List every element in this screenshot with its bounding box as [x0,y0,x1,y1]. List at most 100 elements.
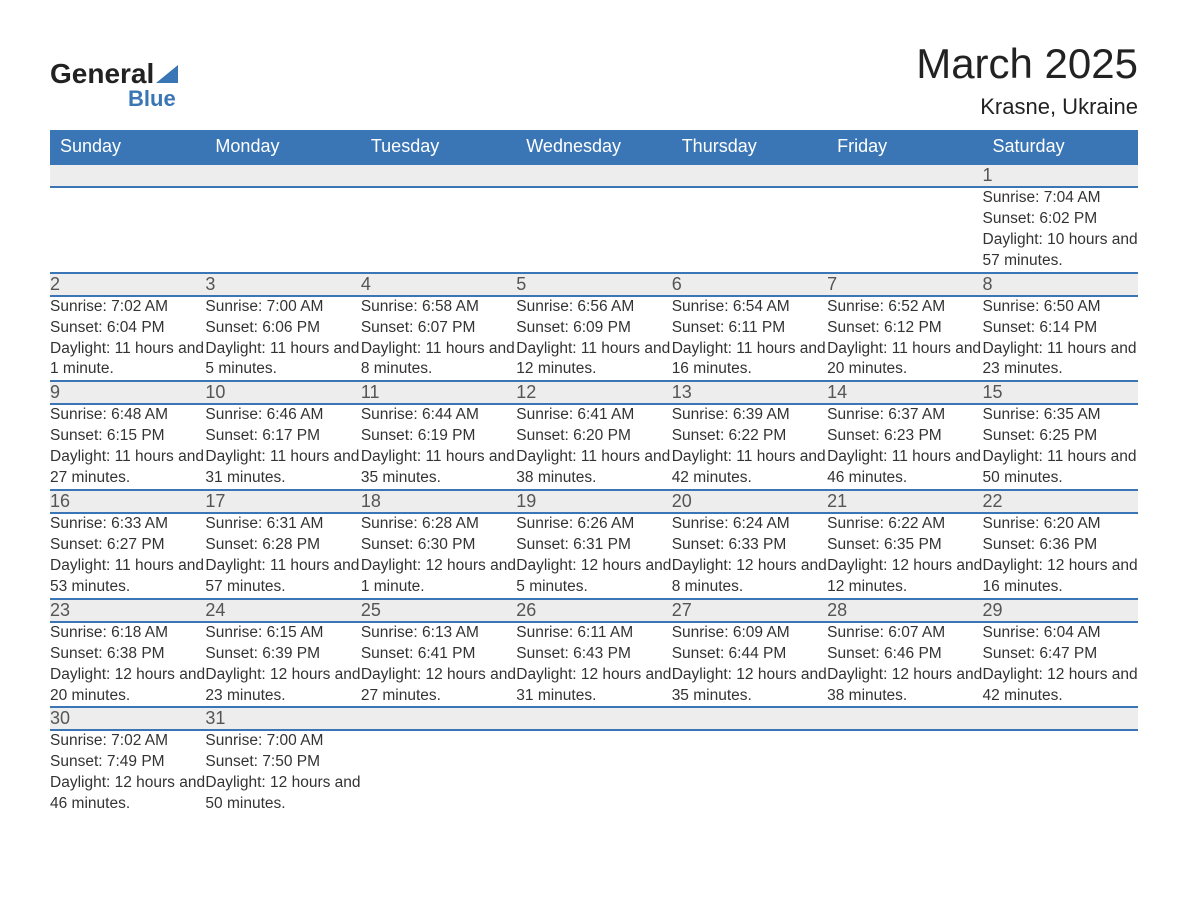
day-info-cell: Sunrise: 6:56 AMSunset: 6:09 PMDaylight:… [516,296,671,382]
sunset-line: Sunset: 6:09 PM [516,318,671,339]
daylight-line: Daylight: 12 hours and 12 minutes. [827,556,982,598]
daylight-line: Daylight: 12 hours and 46 minutes. [50,773,205,815]
day-number-cell: 22 [983,490,1138,513]
sunrise-line: Sunrise: 6:11 AM [516,623,671,644]
day-info-cell: Sunrise: 6:31 AMSunset: 6:28 PMDaylight:… [205,513,360,599]
sunrise-line: Sunrise: 6:44 AM [361,405,516,426]
day-info-cell [827,730,982,815]
day-number-cell: 20 [672,490,827,513]
daylight-line: Daylight: 12 hours and 31 minutes. [516,665,671,707]
day-info-cell: Sunrise: 6:52 AMSunset: 6:12 PMDaylight:… [827,296,982,382]
day-info-row: Sunrise: 6:18 AMSunset: 6:38 PMDaylight:… [50,622,1138,708]
sunrise-line: Sunrise: 6:22 AM [827,514,982,535]
day-number-row: 16171819202122 [50,490,1138,513]
day-info-row: Sunrise: 7:02 AMSunset: 7:49 PMDaylight:… [50,730,1138,815]
day-info-cell [672,730,827,815]
day-info-cell: Sunrise: 6:13 AMSunset: 6:41 PMDaylight:… [361,622,516,708]
day-info-cell: Sunrise: 6:26 AMSunset: 6:31 PMDaylight:… [516,513,671,599]
day-number-cell [361,164,516,187]
day-number-cell: 26 [516,599,671,622]
daylight-line: Daylight: 12 hours and 42 minutes. [983,665,1138,707]
header: General Blue March 2025 Krasne, Ukraine [50,40,1138,120]
sunrise-line: Sunrise: 6:15 AM [205,623,360,644]
daylight-line: Daylight: 11 hours and 8 minutes. [361,339,516,381]
day-info-cell: Sunrise: 6:04 AMSunset: 6:47 PMDaylight:… [983,622,1138,708]
daylight-line: Daylight: 11 hours and 16 minutes. [672,339,827,381]
daylight-line: Daylight: 12 hours and 1 minute. [361,556,516,598]
calendar-table: SundayMondayTuesdayWednesdayThursdayFrid… [50,130,1138,815]
day-info-cell: Sunrise: 7:00 AMSunset: 7:50 PMDaylight:… [205,730,360,815]
daylight-line: Daylight: 10 hours and 57 minutes. [983,230,1138,272]
day-number-cell: 11 [361,381,516,404]
sunset-line: Sunset: 6:30 PM [361,535,516,556]
day-info-cell: Sunrise: 7:02 AMSunset: 7:49 PMDaylight:… [50,730,205,815]
day-number-cell: 29 [983,599,1138,622]
daylight-line: Daylight: 11 hours and 5 minutes. [205,339,360,381]
sunrise-line: Sunrise: 6:24 AM [672,514,827,535]
sunrise-line: Sunrise: 6:37 AM [827,405,982,426]
day-number-cell: 30 [50,707,205,730]
day-info-cell: Sunrise: 6:24 AMSunset: 6:33 PMDaylight:… [672,513,827,599]
sunrise-line: Sunrise: 6:20 AM [983,514,1138,535]
daylight-line: Daylight: 11 hours and 42 minutes. [672,447,827,489]
sunset-line: Sunset: 6:02 PM [983,209,1138,230]
day-info-cell: Sunrise: 6:41 AMSunset: 6:20 PMDaylight:… [516,404,671,490]
weekday-header: Thursday [672,130,827,164]
day-number-cell [983,707,1138,730]
daylight-line: Daylight: 11 hours and 38 minutes. [516,447,671,489]
day-number-cell: 24 [205,599,360,622]
day-number-cell: 3 [205,273,360,296]
day-info-row: Sunrise: 6:33 AMSunset: 6:27 PMDaylight:… [50,513,1138,599]
day-number-cell: 6 [672,273,827,296]
daylight-line: Daylight: 12 hours and 27 minutes. [361,665,516,707]
day-info-cell: Sunrise: 6:44 AMSunset: 6:19 PMDaylight:… [361,404,516,490]
daylight-line: Daylight: 11 hours and 23 minutes. [983,339,1138,381]
day-info-cell [50,187,205,273]
sunrise-line: Sunrise: 6:28 AM [361,514,516,535]
day-info-cell: Sunrise: 6:39 AMSunset: 6:22 PMDaylight:… [672,404,827,490]
day-number-cell: 14 [827,381,982,404]
weekday-header: Sunday [50,130,205,164]
day-number-cell [50,164,205,187]
day-number-cell: 25 [361,599,516,622]
day-number-cell [516,707,671,730]
day-number-cell: 28 [827,599,982,622]
day-info-row: Sunrise: 7:04 AMSunset: 6:02 PMDaylight:… [50,187,1138,273]
sunrise-line: Sunrise: 6:26 AM [516,514,671,535]
weekday-header: Tuesday [361,130,516,164]
day-number-cell: 2 [50,273,205,296]
daylight-line: Daylight: 11 hours and 1 minute. [50,339,205,381]
daylight-line: Daylight: 11 hours and 46 minutes. [827,447,982,489]
sunrise-line: Sunrise: 6:56 AM [516,297,671,318]
day-number-cell: 4 [361,273,516,296]
day-number-cell: 12 [516,381,671,404]
sunset-line: Sunset: 6:17 PM [205,426,360,447]
sunrise-line: Sunrise: 6:52 AM [827,297,982,318]
daylight-line: Daylight: 12 hours and 38 minutes. [827,665,982,707]
sunset-line: Sunset: 6:04 PM [50,318,205,339]
day-number-row: 3031 [50,707,1138,730]
day-info-cell: Sunrise: 6:11 AMSunset: 6:43 PMDaylight:… [516,622,671,708]
day-info-cell: Sunrise: 6:28 AMSunset: 6:30 PMDaylight:… [361,513,516,599]
day-info-row: Sunrise: 7:02 AMSunset: 6:04 PMDaylight:… [50,296,1138,382]
day-info-cell: Sunrise: 6:22 AMSunset: 6:35 PMDaylight:… [827,513,982,599]
day-number-cell [516,164,671,187]
day-info-cell: Sunrise: 6:07 AMSunset: 6:46 PMDaylight:… [827,622,982,708]
daylight-line: Daylight: 12 hours and 8 minutes. [672,556,827,598]
day-info-cell: Sunrise: 6:50 AMSunset: 6:14 PMDaylight:… [983,296,1138,382]
day-info-cell: Sunrise: 6:35 AMSunset: 6:25 PMDaylight:… [983,404,1138,490]
sunset-line: Sunset: 6:43 PM [516,644,671,665]
day-info-cell: Sunrise: 7:02 AMSunset: 6:04 PMDaylight:… [50,296,205,382]
sunset-line: Sunset: 6:38 PM [50,644,205,665]
day-number-cell: 16 [50,490,205,513]
sunrise-line: Sunrise: 7:00 AM [205,731,360,752]
day-info-cell: Sunrise: 6:46 AMSunset: 6:17 PMDaylight:… [205,404,360,490]
sunset-line: Sunset: 6:22 PM [672,426,827,447]
sunset-line: Sunset: 6:44 PM [672,644,827,665]
location-label: Krasne, Ukraine [916,94,1138,120]
sunrise-line: Sunrise: 6:54 AM [672,297,827,318]
day-info-cell [205,187,360,273]
daylight-line: Daylight: 11 hours and 31 minutes. [205,447,360,489]
sunrise-line: Sunrise: 6:33 AM [50,514,205,535]
sunset-line: Sunset: 6:31 PM [516,535,671,556]
